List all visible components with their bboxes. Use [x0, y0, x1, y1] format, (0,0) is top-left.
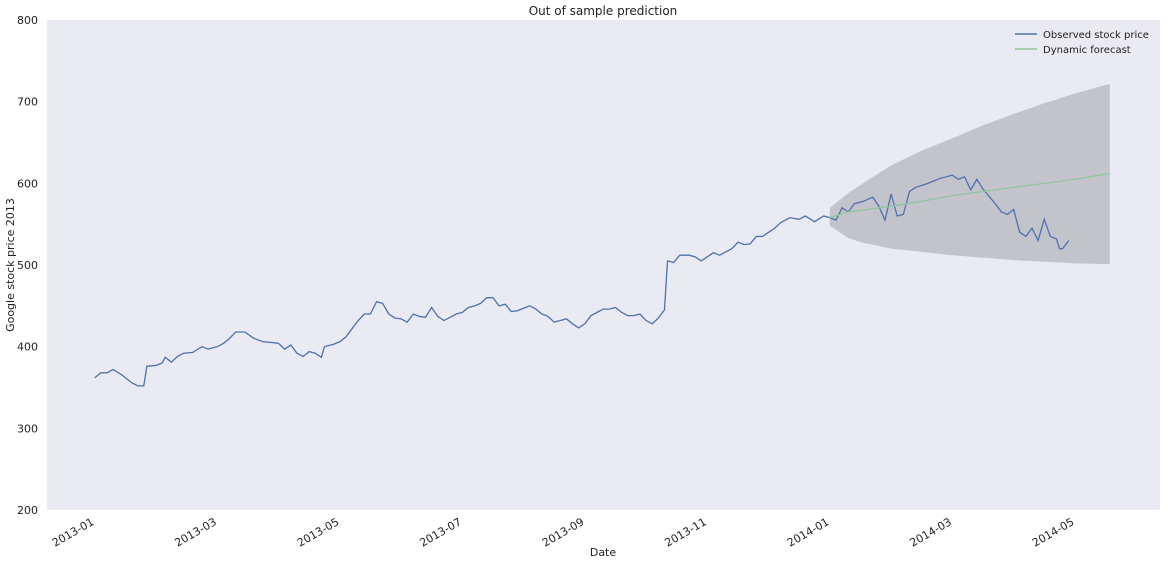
confidence-band: [829, 83, 1110, 265]
x-tick-label: 2013-01: [50, 515, 96, 549]
y-tick-label: 600: [17, 177, 38, 190]
x-tick-label: 2013-07: [417, 515, 463, 549]
x-tick-label: 2014-01: [785, 515, 831, 549]
x-axis-label: Date: [590, 546, 617, 559]
y-tick-label: 500: [17, 259, 38, 272]
x-tick-label: 2014-05: [1030, 515, 1076, 549]
y-tick-label: 200: [17, 504, 38, 517]
y-tick-label: 700: [17, 96, 38, 109]
data-line: [94, 174, 1070, 387]
plot-area: [47, 20, 1160, 510]
legend-label: Dynamic forecast: [1043, 45, 1131, 56]
x-tick-label: 2013-11: [663, 515, 709, 549]
y-tick-label: 800: [17, 14, 38, 27]
x-tick-label: 2013-03: [172, 515, 218, 549]
legend-label: Observed stock price: [1043, 30, 1149, 41]
y-tick-label: 300: [17, 422, 38, 435]
y-tick-label: 400: [17, 341, 38, 354]
data-line: [829, 172, 1110, 219]
x-tick-label: 2013-05: [295, 515, 341, 549]
x-tick-label: 2013-09: [540, 515, 586, 549]
y-axis-label: Google stock price 2013: [4, 198, 17, 332]
x-tick-label: 2014-03: [908, 515, 954, 549]
chart-title: Out of sample prediction: [529, 4, 678, 18]
